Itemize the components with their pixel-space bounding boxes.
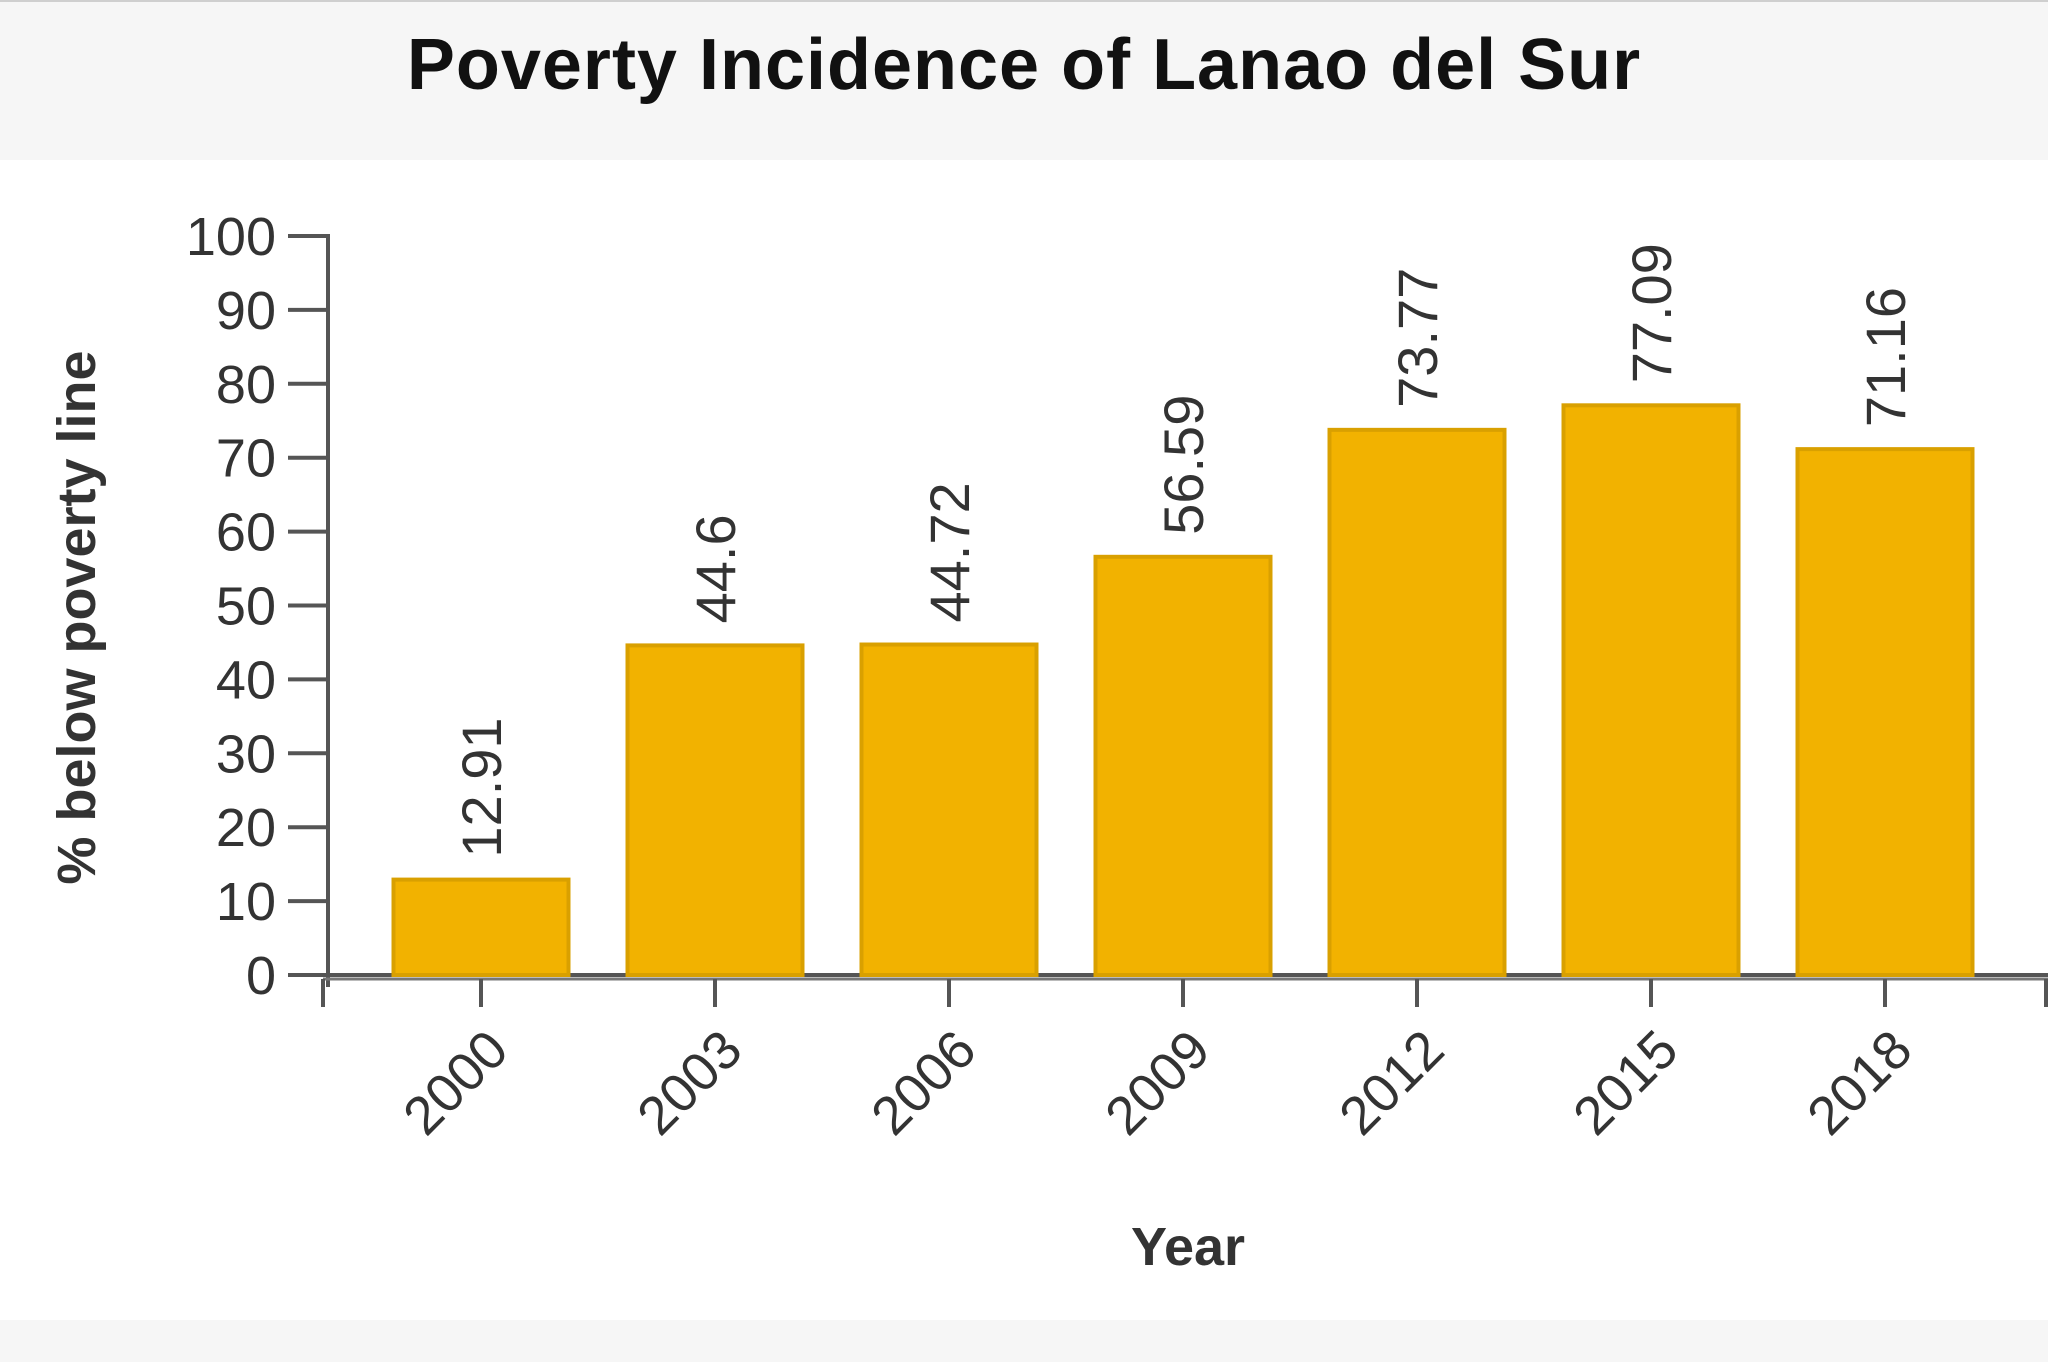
data-labels: 12.91 44.6 44.72 56.59 73.77 77.09 71.16 [450,243,1917,857]
bar-2015 [1561,403,1741,978]
y-tick-label: 40 [216,650,276,710]
x-axis: 2000 2003 2006 2009 2012 2015 2018 [288,973,2048,1146]
x-tick-label: 2003 [626,1019,753,1146]
data-label: 56.59 [1152,395,1215,535]
data-label: 44.72 [918,482,981,622]
bar-2006 [859,642,1039,977]
x-tick-label: 2018 [1796,1019,1923,1146]
data-label: 77.09 [1620,243,1683,383]
bars [391,403,1975,978]
y-tick-label: 100 [186,207,276,267]
y-tick-label: 20 [216,798,276,858]
data-label: 44.6 [684,514,747,623]
y-tick-label: 30 [216,724,276,784]
x-tick-label: 2009 [1094,1019,1221,1146]
bar-2018 [1795,447,1975,977]
y-axis-title: % below poverty line [47,350,107,884]
data-label: 71.16 [1854,287,1917,427]
x-tick-label: 2000 [392,1019,519,1146]
x-tick-label: 2006 [860,1019,987,1146]
bar-2000 [391,877,571,977]
title-band: Poverty Incidence of Lanao del Sur [0,0,2048,160]
y-tick-label: 80 [216,355,276,415]
chart-title: Poverty Incidence of Lanao del Sur [406,25,1642,105]
bar-2012 [1327,427,1507,977]
bar-2009 [1093,554,1273,977]
data-label: 73.77 [1386,268,1449,408]
x-tick-label: 2015 [1562,1019,1689,1146]
y-tick-label: 50 [216,577,276,637]
y-tick-label: 0 [246,946,276,1006]
data-label: 12.91 [450,717,513,857]
y-tick-label: 90 [216,281,276,341]
x-axis-title: Year [1131,1217,1245,1277]
y-tick-label: 60 [216,503,276,563]
plot-panel: 0 10 20 30 40 50 60 70 80 90 100 2000 2003 2006 2009 2… [0,160,2048,1320]
y-tick-label: 70 [216,429,276,489]
y-axis: 0 10 20 30 40 50 60 70 80 90 100 [186,207,330,1006]
y-tick-label: 10 [216,872,276,932]
bar-2003 [625,643,805,977]
x-tick-label: 2012 [1328,1019,1455,1146]
